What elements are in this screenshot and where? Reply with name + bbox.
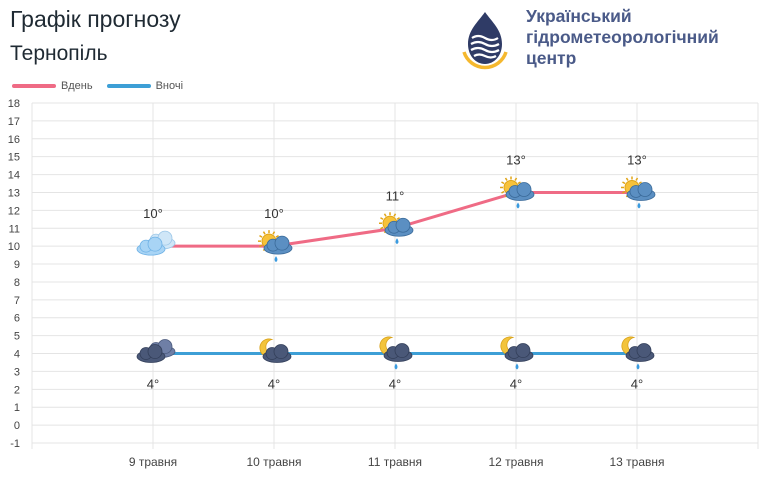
y-tick-label: 13 — [8, 187, 20, 199]
data-label-night: 4° — [268, 377, 280, 392]
y-tick-label: 18 — [8, 98, 20, 110]
data-label-night: 4° — [147, 377, 159, 392]
partly-cloudy-rain-icon — [500, 176, 535, 209]
y-tick-label: 9 — [14, 259, 20, 271]
night-cloudy-rain-icon — [621, 336, 655, 370]
partly-cloudy-rain-icon — [258, 230, 293, 263]
legend-label-day: Вдень — [61, 80, 93, 92]
legend-item-day[interactable]: Вдень — [12, 80, 93, 92]
cloud-icon — [136, 230, 176, 256]
y-tick-label: 10 — [8, 241, 20, 253]
org-name-line2: гідрометеорологічний — [526, 27, 719, 47]
legend-swatch-day — [12, 84, 56, 88]
y-tick-label: 16 — [8, 134, 20, 146]
x-tick-label: 9 травня — [129, 455, 177, 469]
night-cloudy-rain-icon — [500, 336, 534, 370]
y-tick-label: 8 — [14, 277, 20, 289]
y-tick-label: 17 — [8, 116, 20, 128]
x-tick-label: 12 травня — [488, 455, 543, 469]
y-tick-label: 7 — [14, 295, 20, 307]
data-label-night: 4° — [631, 377, 643, 392]
city-name: Тернопіль — [10, 42, 108, 65]
data-label-day: 10° — [143, 206, 163, 221]
data-label-night: 4° — [389, 377, 401, 392]
data-label-day: 10° — [264, 206, 284, 221]
y-tick-label: -1 — [10, 438, 20, 450]
chart-legend: Вдень Вночі — [12, 80, 197, 92]
data-label-day: 13° — [506, 152, 526, 167]
y-tick-label: 15 — [8, 152, 20, 164]
data-label-day: 11° — [386, 188, 405, 203]
page-title: Графік прогнозу — [10, 6, 181, 32]
y-tick-label: 14 — [8, 170, 20, 182]
data-label-day: 13° — [627, 152, 647, 167]
org-name-line1: Український — [526, 6, 632, 26]
night-cloud-icon — [136, 339, 176, 363]
partly-cloudy-rain-icon — [379, 212, 414, 245]
x-tick-label: 13 травня — [609, 455, 664, 469]
night-cloudy-rain-icon — [379, 336, 413, 370]
partly-cloudy-rain-icon — [621, 176, 656, 209]
x-tick-label: 11 травня — [368, 455, 422, 469]
legend-label-night: Вночі — [155, 80, 184, 92]
data-label-night: 4° — [510, 377, 522, 392]
y-tick-label: 12 — [8, 205, 20, 217]
legend-swatch-night — [106, 84, 151, 88]
y-tick-label: 3 — [14, 366, 20, 378]
uhmc-logo: Український гідрометеорологічний центр — [462, 6, 762, 70]
y-tick-label: 4 — [14, 349, 20, 361]
y-tick-label: 11 — [9, 223, 20, 235]
y-tick-label: 0 — [14, 420, 20, 432]
y-tick-label: 6 — [14, 313, 20, 325]
legend-item-night[interactable]: Вночі — [106, 80, 184, 92]
x-tick-label: 10 травня — [246, 455, 301, 469]
y-tick-label: 1 — [14, 402, 20, 414]
y-tick-label: 5 — [14, 331, 20, 343]
night-partly-cloudy-icon — [259, 338, 292, 363]
y-tick-label: 2 — [14, 384, 20, 396]
org-name-line3: центр — [526, 48, 577, 68]
uhmc-emblem-icon — [462, 12, 508, 70]
